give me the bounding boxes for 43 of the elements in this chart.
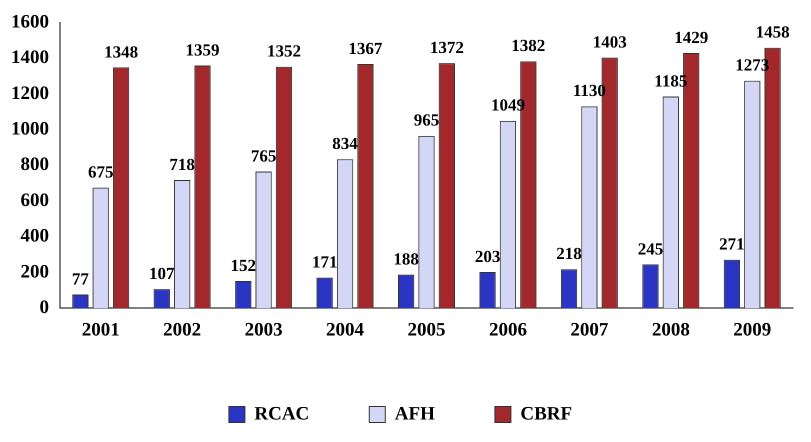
y-tick-label: 1400	[11, 47, 49, 68]
x-tick-label: 2007	[570, 320, 609, 341]
x-tick-label: 2002	[163, 320, 202, 341]
data-label: 1359	[186, 40, 220, 60]
x-tick-label: 2005	[408, 320, 446, 341]
data-label: 1382	[511, 36, 546, 56]
legend-label: RCAC	[254, 403, 310, 424]
data-label: 188	[393, 250, 419, 269]
y-tick-label: 1600	[11, 11, 49, 32]
y-tick-label: 1200	[11, 82, 49, 104]
x-tick-label: 2009	[733, 320, 772, 341]
legend-label: AFH	[394, 403, 436, 424]
data-label: 218	[556, 244, 582, 264]
data-label: 1372	[430, 38, 464, 58]
y-tick-label: 800	[20, 154, 49, 176]
y-tick-label: 0	[40, 297, 49, 318]
y-tick-label: 400	[20, 226, 49, 247]
data-label: 834	[332, 134, 358, 154]
x-tick-label: 2003	[244, 320, 283, 341]
x-tick-label: 2004	[326, 320, 365, 341]
data-label: 1352	[266, 42, 301, 61]
data-label: 1348	[104, 42, 138, 62]
data-label: 1429	[674, 28, 708, 47]
x-tick-label: 2001	[82, 320, 120, 341]
data-label: 171	[312, 252, 338, 272]
data-label: 203	[474, 246, 500, 266]
legend-label: CBRF	[520, 403, 572, 424]
data-label: 271	[719, 234, 745, 254]
data-label: 675	[88, 162, 114, 182]
data-label: 965	[414, 110, 440, 130]
x-tick-label: 2006	[488, 320, 527, 341]
data-label: 245	[638, 239, 664, 258]
y-tick-label: 200	[20, 261, 49, 282]
data-label: 1367	[348, 38, 383, 58]
y-tick-label: 600	[20, 190, 49, 211]
data-label: 1458	[756, 22, 790, 42]
data-label: 1403	[592, 32, 627, 52]
data-label: 718	[169, 154, 195, 174]
x-tick-label: 2008	[652, 320, 690, 341]
data-label: 765	[250, 146, 276, 166]
data-label: 152	[230, 256, 256, 275]
data-label: 77	[72, 269, 90, 288]
y-tick-label: 1000	[11, 118, 49, 140]
